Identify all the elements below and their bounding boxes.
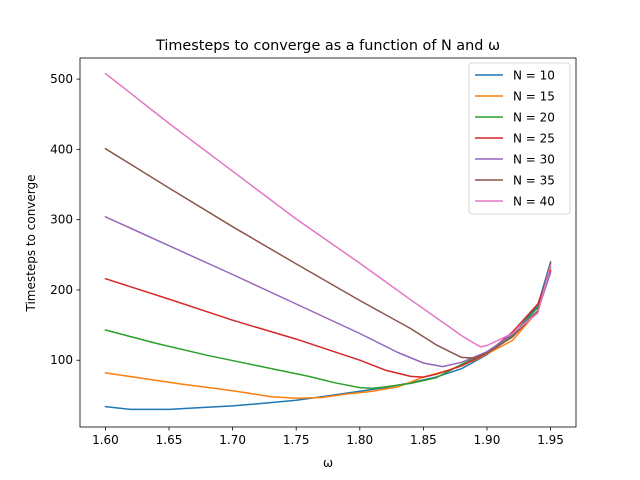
legend-label-7: N = 40 (513, 195, 555, 209)
legend: N = 10 N = 15 N = 20 N = 25 N = 30 N = 35 N = … (468, 62, 571, 215)
legend-label-3: N = 20 (513, 111, 555, 125)
y-tick-label: 200 (50, 283, 73, 297)
legend-label-1: N = 10 (513, 69, 555, 83)
y-tick-label: 100 (50, 353, 73, 367)
x-tick-label: 1.95 (537, 433, 564, 447)
axes: 1.60 1.65 1.70 1.75 1.80 1.85 1.90 1.95 100 200 30… (50, 57, 577, 447)
x-tick-label: 1.85 (410, 433, 437, 447)
legend-label-5: N = 30 (513, 153, 555, 167)
y-tick-label: 300 (50, 213, 73, 227)
y-axis-label: Timesteps to converge (24, 174, 38, 312)
plot-lines (104, 72, 552, 411)
chart-title: Timesteps to converge as a function of N… (155, 38, 500, 54)
legend-label-4: N = 25 (513, 132, 555, 146)
x-axis-label: ω (323, 456, 333, 470)
x-tick-label: 1.65 (156, 433, 183, 447)
legend-label-2: N = 15 (513, 90, 555, 104)
x-tick-label: 1.70 (219, 433, 246, 447)
y-tick-label: 500 (50, 72, 73, 86)
series-line-7 (104, 72, 552, 348)
series-line-2 (104, 270, 552, 399)
x-tick-label: 1.60 (92, 433, 119, 447)
x-tick-label: 1.80 (346, 433, 373, 447)
series-line-6 (104, 147, 552, 359)
legend-box (468, 62, 571, 215)
y-tick-label: 400 (50, 142, 73, 156)
x-tick-label: 1.90 (474, 433, 501, 447)
legend-label-6: N = 35 (513, 174, 555, 188)
plot-frame (79, 57, 577, 428)
x-tick-label: 1.75 (283, 433, 310, 447)
